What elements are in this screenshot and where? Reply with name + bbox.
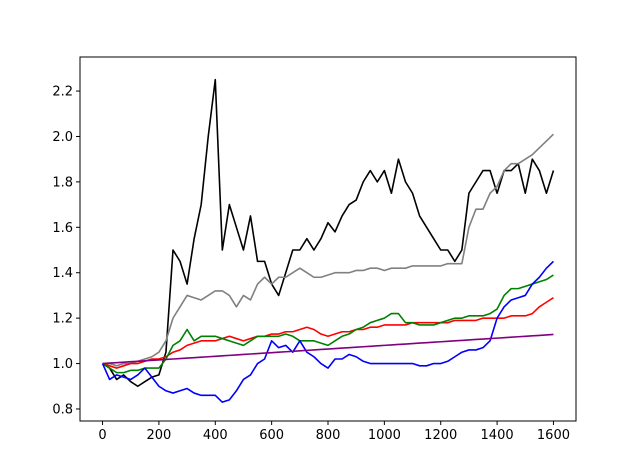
series-line <box>101 260 555 403</box>
y-tick-label: 2.2 <box>52 85 73 100</box>
plot-area <box>79 56 577 422</box>
x-tick-label: 1600 <box>537 428 570 443</box>
x-tick-label: 1400 <box>481 428 514 443</box>
y-tick-label: 1.2 <box>52 312 73 327</box>
y-tick-label: 1.4 <box>52 266 73 281</box>
x-tick-label: 1200 <box>424 428 457 443</box>
x-tick-label: 1000 <box>368 428 401 443</box>
series-line <box>102 78 555 388</box>
series-line <box>102 274 554 374</box>
series-line <box>102 333 554 365</box>
y-tick-label: 1.6 <box>52 221 73 236</box>
x-tick-label: 400 <box>203 428 228 443</box>
lines <box>101 78 555 403</box>
series-line <box>102 297 554 369</box>
x-tick-label: 600 <box>259 428 284 443</box>
x-tick-label: 200 <box>146 428 171 443</box>
y-tick-label: 0.8 <box>52 402 73 417</box>
x-tick-label: 0 <box>98 428 106 443</box>
x-tick-label: 800 <box>316 428 341 443</box>
y-tick-label: 1.0 <box>52 357 73 372</box>
y-tick-label: 2.0 <box>52 130 73 145</box>
y-tick-label: 1.8 <box>52 175 73 190</box>
series-line <box>102 133 555 367</box>
